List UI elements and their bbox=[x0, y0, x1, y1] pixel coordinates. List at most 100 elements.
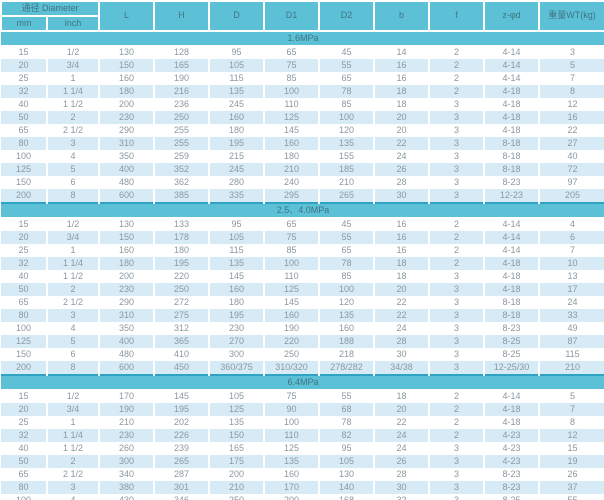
table-cell: 20 bbox=[373, 283, 430, 296]
table-cell: 150 bbox=[208, 429, 265, 442]
table-cell: 5 bbox=[538, 59, 604, 72]
table-cell: 5 bbox=[45, 335, 100, 348]
table-cell: 145 bbox=[263, 296, 320, 309]
table-cell: 210 bbox=[208, 481, 265, 494]
table-cell: 24 bbox=[373, 429, 430, 442]
table-cell: 4-18 bbox=[483, 98, 540, 111]
table-cell: 4-14 bbox=[483, 389, 540, 403]
table-cell: 95 bbox=[208, 45, 265, 59]
table-cell: 4-14 bbox=[483, 59, 540, 72]
table-cell: 25 bbox=[18, 416, 29, 427]
table-cell: 150 bbox=[98, 231, 155, 244]
table-cell: 2 bbox=[428, 389, 485, 403]
table-cell: 160 bbox=[208, 111, 265, 124]
table-row: 25 1 210 202 135 100 78 22 2 4-18 8 bbox=[1, 416, 604, 429]
table-cell: 8 bbox=[538, 416, 604, 429]
table-cell: 3 bbox=[428, 111, 485, 124]
table-cell: 230 bbox=[98, 283, 155, 296]
table-cell: 310 bbox=[98, 137, 155, 150]
table-cell: 180 bbox=[98, 85, 155, 98]
table-cell: 250 bbox=[153, 283, 210, 296]
table-cell: 105 bbox=[208, 389, 265, 403]
table-cell: 1 1/4 bbox=[45, 257, 100, 270]
table-cell: 100 bbox=[15, 494, 32, 500]
table-cell: 3 bbox=[428, 296, 485, 309]
table-cell: 15 bbox=[18, 46, 29, 57]
table-cell: 335 bbox=[208, 189, 265, 203]
table-cell: 40 bbox=[18, 270, 29, 281]
table-row: 150 6 480 362 280 240 210 28 3 8-23 97 bbox=[1, 176, 604, 189]
table-cell: 3 bbox=[428, 322, 485, 335]
table-cell: 135 bbox=[208, 257, 265, 270]
table-row: 65 2 1/2 290 272 180 145 120 22 3 8-18 24 bbox=[1, 296, 604, 309]
table-cell: 80 bbox=[1, 309, 47, 322]
table-cell: 195 bbox=[208, 137, 265, 150]
table-cell: 135 bbox=[208, 416, 265, 429]
column-header-z-phi-d: z-φd bbox=[483, 0, 541, 32]
table-cell: 168 bbox=[318, 494, 375, 500]
table-cell: 178 bbox=[153, 231, 210, 244]
column-header-mm: mm bbox=[0, 15, 48, 32]
table-cell: 17 bbox=[538, 283, 604, 296]
table-row: 25 1 160 180 115 85 65 16 2 4-14 7 bbox=[1, 244, 604, 257]
table-cell: 68 bbox=[318, 403, 375, 416]
table-row: 15 1/2 130 128 95 65 45 14 2 4-14 3 bbox=[1, 45, 604, 59]
table-cell: 95 bbox=[208, 217, 265, 231]
table-cell: 3 bbox=[428, 150, 485, 163]
table-cell: 230 bbox=[98, 429, 155, 442]
table-cell: 3 bbox=[428, 283, 485, 296]
table-cell: 105 bbox=[208, 59, 265, 72]
table-cell: 255 bbox=[153, 137, 210, 150]
column-header-f: f bbox=[428, 0, 486, 32]
table-row: 32 1 1/4 180 195 135 100 78 18 2 4-18 10 bbox=[1, 257, 604, 270]
table-cell: 18 bbox=[373, 270, 430, 283]
table-cell: 188 bbox=[318, 335, 375, 348]
table-cell: 3 bbox=[45, 309, 100, 322]
table-cell: 1 1/4 bbox=[45, 85, 100, 98]
table-cell: 7 bbox=[538, 72, 604, 85]
table-cell: 125 bbox=[208, 403, 265, 416]
table-cell: 105 bbox=[208, 231, 265, 244]
table-cell: 4-14 bbox=[483, 217, 540, 231]
table-cell: 1 1/4 bbox=[45, 429, 100, 442]
section-title: 1.6MPa bbox=[1, 30, 604, 46]
table-cell: 3 bbox=[428, 270, 485, 283]
table-cell: 170 bbox=[263, 481, 320, 494]
table-cell: 125 bbox=[1, 335, 47, 348]
table-cell: 195 bbox=[153, 403, 210, 416]
table-cell: 75 bbox=[263, 59, 320, 72]
table-cell: 100 bbox=[263, 85, 320, 98]
table-cell: 3 bbox=[428, 335, 485, 348]
table-cell: 270 bbox=[208, 335, 265, 348]
table-cell: 20 bbox=[373, 124, 430, 137]
table-cell: 255 bbox=[153, 124, 210, 137]
table-cell: 65 bbox=[18, 124, 29, 135]
table-cell: 145 bbox=[208, 270, 265, 283]
table-row: 50 2 300 265 175 135 105 26 3 4-23 19 bbox=[1, 455, 604, 468]
table-cell: 5 bbox=[538, 389, 604, 403]
table-cell: 195 bbox=[153, 257, 210, 270]
table-cell: 3 bbox=[428, 309, 485, 322]
table-cell: 128 bbox=[153, 45, 210, 59]
table-cell: 55 bbox=[318, 231, 375, 244]
section-title: 2.5、4.0MPa bbox=[1, 202, 604, 218]
table-cell: 2 bbox=[45, 111, 100, 124]
table-cell: 230 bbox=[208, 322, 265, 335]
table-cell: 202 bbox=[153, 416, 210, 429]
table-cell: 12 bbox=[538, 98, 604, 111]
table-cell: 278/282 bbox=[318, 361, 375, 375]
table-cell: 1 bbox=[45, 416, 100, 429]
table-cell: 22 bbox=[538, 124, 604, 137]
table-cell: 2 1/2 bbox=[45, 296, 100, 309]
table-cell: 4-18 bbox=[483, 416, 540, 429]
table-cell: 2 bbox=[45, 455, 100, 468]
table-cell: 16 bbox=[538, 111, 604, 124]
table-cell: 8-23 bbox=[483, 468, 540, 481]
table-row: 65 2 1/2 290 255 180 145 120 20 3 4-18 22 bbox=[1, 124, 604, 137]
column-header-L: L bbox=[98, 0, 156, 32]
table-row: 20 3/4 150 178 105 75 55 16 2 4-14 6 bbox=[1, 231, 604, 244]
table-cell: 7 bbox=[538, 244, 604, 257]
table-cell: 350 bbox=[98, 150, 155, 163]
table-cell: 200 bbox=[208, 468, 265, 481]
table-cell: 30 bbox=[373, 348, 430, 361]
